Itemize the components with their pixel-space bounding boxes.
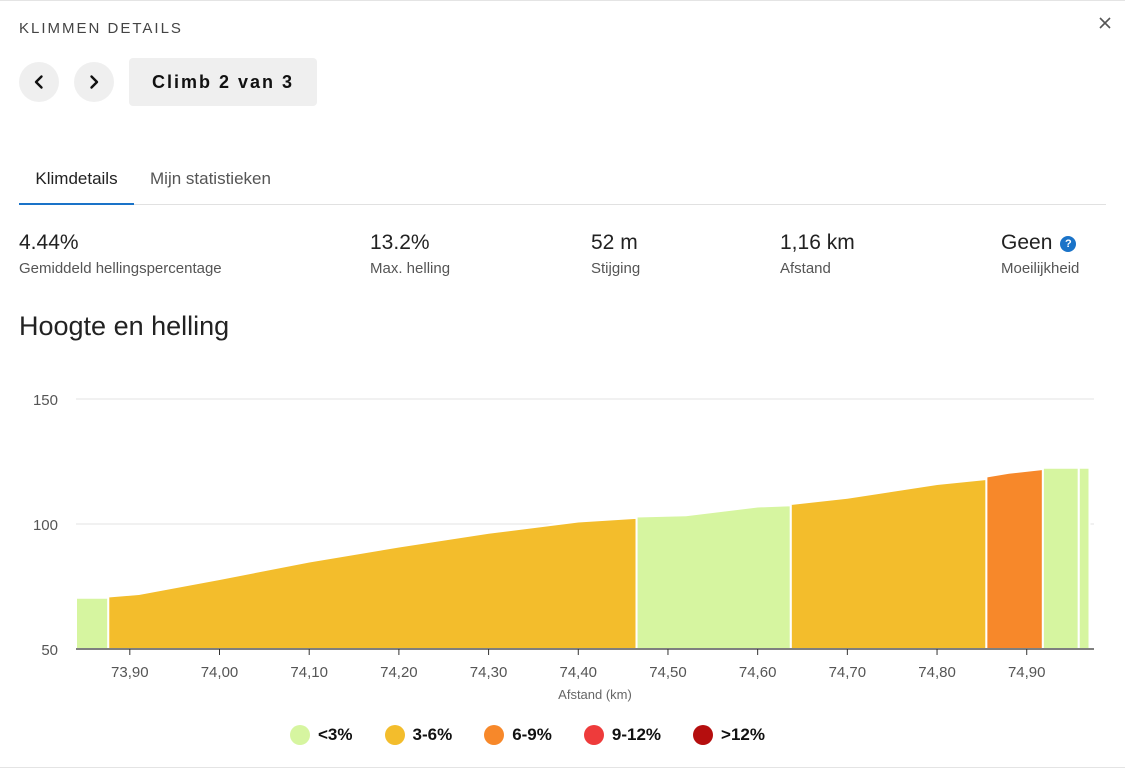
x-tick-label: 74,70 [829,664,867,681]
elevation-segment [1077,466,1091,650]
legend-item-9-12: 9-12% [583,725,662,745]
bottom-divider [0,767,1125,768]
legend-item-lt3: <3% [290,725,353,745]
x-tick-label: 74,40 [559,664,597,681]
section-title: Hoogte en helling [19,311,230,341]
elevation-segment [1041,466,1080,650]
elevation-segment [985,468,1044,650]
stat-difficulty: Geen ? Moeilijkheid [1001,229,1079,279]
legend-swatch [583,725,604,745]
stat-label: Stijging [591,260,641,277]
previous-climb-button[interactable] [19,62,59,102]
tab-my-statistics[interactable]: Mijn statistieken [150,169,271,188]
stat-value-row: Geen ? [1001,229,1079,257]
x-tick-label: 74,90 [1008,664,1046,681]
stat-average-grade: 4.44% Gemiddeld hellingspercentage [19,229,222,279]
legend-swatch [290,725,310,745]
elevation-segment [75,596,110,650]
stat-label: Moeilijkheid [1001,260,1080,277]
close-icon [1099,17,1111,29]
legend-label: 3-6% [412,725,453,744]
legend-item-6-9: 6-9% [484,725,552,745]
y-tick-label: 100 [33,517,58,534]
elevation-segment [635,504,792,650]
legend-item-gt12: >12% [693,725,765,745]
x-tick-label: 74,60 [739,664,777,681]
x-tick-label: 74,10 [290,664,328,681]
x-axis-label: Afstand (km) [558,687,632,702]
legend-label: 9-12% [611,725,662,744]
close-button[interactable] [1095,13,1115,33]
x-tick-label: 74,50 [649,664,687,681]
climb-indicator: Climb 2 van 3 [129,58,317,106]
legend-swatch [484,725,505,745]
x-tick-label: 74,00 [201,664,239,681]
help-icon[interactable]: ? [1060,236,1077,252]
stat-value: 4.44% [19,231,79,254]
elevation-segment [107,516,638,650]
stat-elevation-gain: 52 m Stijging [591,229,640,279]
tab-climb-details[interactable]: Klimdetails [19,161,134,205]
legend-label: 6-9% [512,725,552,744]
x-tick-label: 74,80 [918,664,956,681]
chevron-right-icon [90,75,99,89]
chevron-left-icon [34,75,43,89]
x-tick-label: 73,90 [111,664,149,681]
legend-swatch [693,725,714,745]
stat-label: Afstand [780,260,831,277]
elevation-chart: 50 100 150 73,90 74,00 74,10 74,20 74,30 74,40 74… [33,392,1094,702]
stat-label: Max. helling [370,260,451,277]
stat-value: Geen [1001,231,1053,254]
stat-max-grade: 13.2% Max. helling [370,229,450,279]
legend-swatch [384,725,405,745]
panel-title: KLIMMEN DETAILS [19,20,183,37]
tab-bar: Klimdetails Mijn statistieken [19,161,1106,205]
stat-distance: 1,16 km Afstand [780,229,855,279]
y-tick-label: 50 [41,642,58,659]
stat-value: 13.2% [370,231,430,254]
x-tick-label: 74,20 [380,664,418,681]
x-tick-label: 74,30 [470,664,508,681]
stat-label: Gemiddeld hellingspercentage [19,260,222,277]
next-climb-button[interactable] [74,62,114,102]
legend-label: <3% [318,725,353,744]
legend-item-3-6: 3-6% [384,725,453,745]
chart-legend: <3% 3-6% 6-9% 9-12% >12% [290,725,797,745]
y-tick-label: 150 [33,392,58,409]
stat-value: 52 m [591,231,638,254]
stat-value: 1,16 km [780,231,855,254]
legend-label: >12% [721,725,765,744]
elevation-segment [789,478,988,650]
